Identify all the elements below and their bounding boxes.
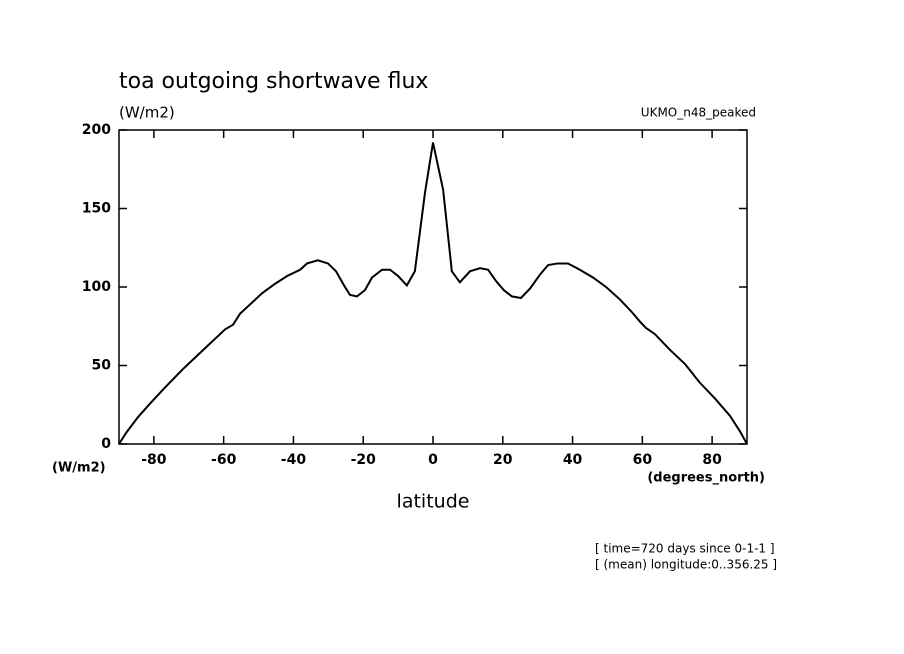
y-axis-label: (W/m2) [52,461,106,476]
x-axis-units: (degrees_north) [647,471,765,486]
chart-subtitle: (W/m2) [119,104,175,122]
x-tick-label: 60 [633,452,653,468]
x-tick-label: 0 [428,452,438,468]
y-tick-label: 100 [82,279,111,295]
source-label: UKMO_n48_peaked [641,106,756,120]
data-line [118,142,748,445]
x-tick-label: -20 [351,452,377,468]
x-tick-label: -80 [141,452,167,468]
y-tick-label: 150 [82,201,111,217]
x-tick-label: -60 [211,452,237,468]
x-tick-label: 80 [702,452,722,468]
y-tick-label: 50 [92,358,112,374]
x-axis-label: latitude [397,491,470,513]
note: [ time=720 days since 0-1-1 ] [595,542,775,556]
note: [ (mean) longitude:0..356.25 ] [595,558,777,572]
y-tick-label: 200 [82,122,111,138]
y-tick-label: 0 [101,436,111,452]
x-tick-label: 40 [563,452,583,468]
x-tick-label: 20 [493,452,513,468]
x-tick-label: -40 [281,452,307,468]
chart-title: toa outgoing shortwave flux [119,69,428,94]
